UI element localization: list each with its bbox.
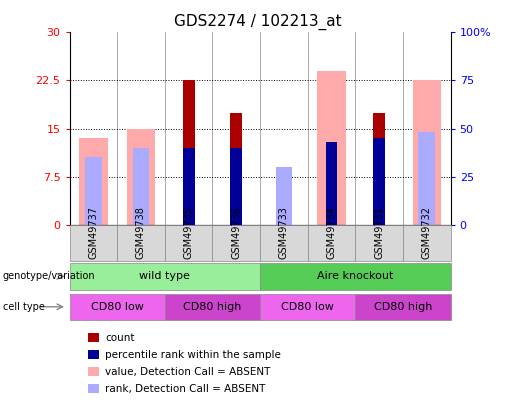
Text: genotype/variation: genotype/variation (3, 271, 95, 281)
Bar (373, 138, 385, 225)
Bar (127, 129, 156, 225)
Text: GDS2274 / 102213_at: GDS2274 / 102213_at (174, 13, 341, 30)
Text: CD80 high: CD80 high (374, 302, 432, 312)
Text: GSM49733: GSM49733 (279, 206, 289, 259)
Bar (79, 138, 108, 225)
Bar (325, 142, 337, 225)
Text: GSM49738: GSM49738 (136, 206, 146, 259)
Text: count: count (105, 333, 134, 343)
Text: percentile rank within the sample: percentile rank within the sample (105, 350, 281, 360)
Bar (230, 148, 242, 225)
Text: GSM49731: GSM49731 (374, 206, 384, 259)
Bar (317, 71, 346, 225)
Text: cell type: cell type (3, 302, 44, 312)
Bar (133, 148, 149, 225)
Text: wild type: wild type (140, 271, 190, 281)
Text: value, Detection Call = ABSENT: value, Detection Call = ABSENT (105, 367, 270, 377)
Text: Aire knockout: Aire knockout (317, 271, 393, 281)
Bar (85, 158, 101, 225)
Text: CD80 low: CD80 low (91, 302, 144, 312)
Text: GSM49735: GSM49735 (184, 206, 194, 259)
Bar (183, 81, 195, 225)
Text: CD80 high: CD80 high (183, 302, 242, 312)
Text: CD80 low: CD80 low (281, 302, 334, 312)
Bar (413, 81, 441, 225)
Bar (419, 132, 435, 225)
Text: GSM49732: GSM49732 (422, 206, 432, 259)
Bar (183, 148, 195, 225)
Text: GSM49736: GSM49736 (231, 206, 241, 259)
Text: rank, Detection Call = ABSENT: rank, Detection Call = ABSENT (105, 384, 265, 394)
Text: GSM49737: GSM49737 (89, 206, 98, 259)
Bar (276, 167, 292, 225)
Bar (373, 113, 385, 225)
Bar (230, 113, 242, 225)
Text: GSM49734: GSM49734 (327, 206, 336, 259)
